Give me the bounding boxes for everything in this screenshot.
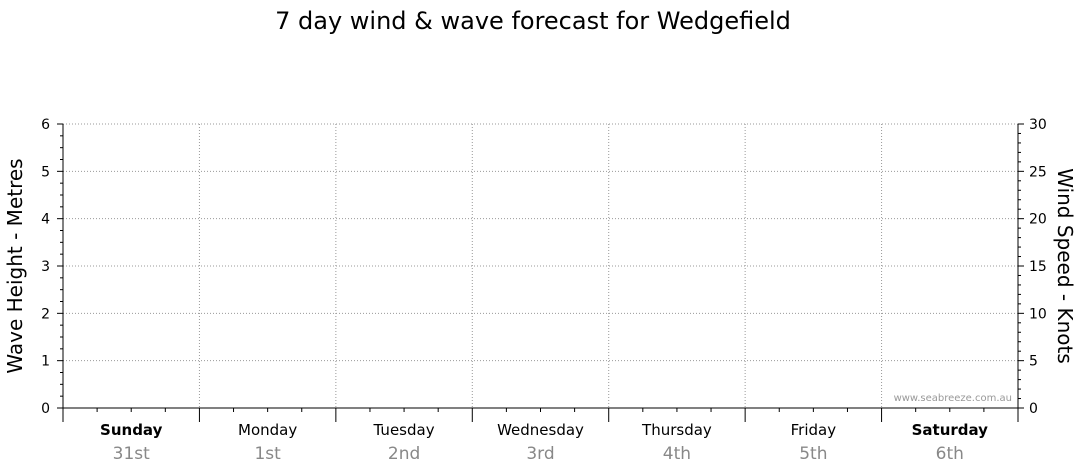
x-day-label: Sunday bbox=[100, 421, 163, 439]
y-tick-label-right: 10 bbox=[1029, 306, 1047, 322]
y-axis-label-left: Wave Height - Metres bbox=[3, 158, 27, 373]
y-tick-label-left: 5 bbox=[41, 164, 50, 180]
y-axis-left: 0 1 2 3 4 5 6 bbox=[41, 117, 63, 417]
x-date-label: 3rd bbox=[526, 444, 554, 464]
y-tick-label-left: 2 bbox=[41, 306, 50, 322]
grid-lines bbox=[63, 123, 1018, 408]
x-day-label: Wednesday bbox=[497, 421, 584, 439]
y-tick-label-right: 30 bbox=[1029, 117, 1047, 133]
x-axis: Sunday 31st Monday 1st Tuesday 2nd Wednesday 3r… bbox=[62, 408, 1019, 464]
y-tick-label-right: 20 bbox=[1029, 212, 1047, 228]
x-date-label: 5th bbox=[799, 444, 827, 464]
x-date-label: 6th bbox=[936, 444, 964, 464]
y-tick-label-right: 15 bbox=[1029, 259, 1047, 275]
chart-title: 7 day wind & wave forecast for Wedgefiel… bbox=[275, 7, 791, 35]
y-tick-label-left: 6 bbox=[41, 117, 50, 133]
x-day-label: Saturday bbox=[912, 421, 989, 439]
x-date-label: 1st bbox=[254, 444, 281, 464]
y-tick-label-left: 4 bbox=[41, 212, 50, 228]
x-date-label: 4th bbox=[663, 444, 691, 464]
y-tick-label-left: 1 bbox=[41, 354, 50, 370]
x-day-label: Tuesday bbox=[373, 421, 435, 439]
x-day-label: Thursday bbox=[641, 421, 712, 439]
x-day-label: Friday bbox=[791, 421, 837, 439]
y-tick-label-left: 3 bbox=[41, 259, 50, 275]
y-tick-label-right: 25 bbox=[1029, 164, 1047, 180]
watermark: www.seabreeze.com.au bbox=[894, 393, 1012, 404]
x-day-label: Monday bbox=[238, 421, 297, 439]
y-tick-label-right: 5 bbox=[1029, 354, 1038, 370]
y-tick-label-left: 0 bbox=[41, 401, 50, 417]
y-axis-label-right: Wind Speed - Knots bbox=[1053, 168, 1077, 364]
y-tick-label-right: 0 bbox=[1029, 401, 1038, 417]
x-date-label: 2nd bbox=[388, 444, 420, 464]
x-date-label: 31st bbox=[113, 444, 150, 464]
y-axis-right: 0 5 10 15 20 25 30 bbox=[1018, 117, 1047, 417]
